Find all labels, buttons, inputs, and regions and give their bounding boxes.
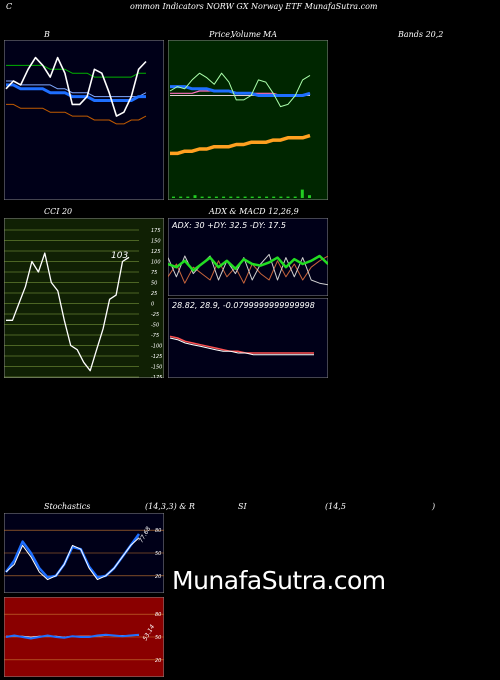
volume-bar [279,196,283,198]
cci-background [4,218,164,378]
cci-tick-label: -100 [151,344,162,350]
volume-bar [236,196,240,198]
macd-signal-line [169,335,314,354]
macd-readout: 28.82, 28.9, -0.0799999999999998 [172,301,315,310]
volume-bar [193,195,197,198]
price-line [169,72,311,108]
macd-background [168,298,328,378]
rsi-line [5,633,140,640]
volume-bar [243,196,247,198]
bollinger-panel [4,40,164,200]
volume-bar [265,196,269,198]
ma-title: MA [263,30,277,39]
volume-bar [186,196,190,198]
stochastics-tick-label: 20 [155,574,161,580]
macd-line [169,337,314,356]
volume-bar [286,196,290,198]
volume-bar [222,196,226,198]
adx-plus-di-line [168,253,328,286]
price-volume-ma-panel [168,40,328,200]
rsi-params-title: (14,5 [325,502,346,511]
volume-bar [250,196,254,198]
bands-title: Bands 20,2 [398,30,444,39]
cci-tick-label: -125 [151,354,162,360]
cci-tick-label: 175 [151,228,161,234]
cci-tick-label: 0 [151,302,154,308]
cci-tick-label: -25 [151,312,159,318]
rsi-tick-label: 80 [155,612,161,618]
adx-background [168,218,328,296]
cci-tick-label: 25 [151,291,157,297]
cci-tick-label: -50 [151,323,159,329]
bollinger-price-line [5,56,147,117]
ma-trend-line [170,133,311,156]
cci-line [6,252,130,372]
bollinger-upper-band [6,64,146,78]
volume-bar [308,195,311,198]
bollinger-middle-band-outline [6,80,147,98]
volume-bar [200,196,204,198]
price-title: Price, [209,30,233,39]
bollinger-title: B [44,30,50,39]
adx-line [168,254,328,272]
volume-bar [300,189,304,198]
cci-tick-label: 75 [151,270,157,276]
bollinger-background [4,40,164,200]
cci-value-label: 103 [111,251,128,261]
rsi-tick-label: 50 [155,635,161,641]
volume-bar [272,196,276,198]
cci-tick-label: -150 [151,365,162,371]
macd-panel: 28.82, 28.9, -0.0799999999999998 [168,298,328,378]
stochastics-title: Stochastics [44,502,91,511]
volume-bar [229,196,233,198]
volume-bar [172,196,175,198]
price-volume-background [168,40,328,200]
cci-panel: 175 150 125 100 75 50 25 0 -25 -50 -75 -100 -125 -150… [4,218,164,378]
header-left-letter: C [6,2,13,11]
adx-macd-title: ADX & MACD 12,26,9 [209,207,299,216]
cci-tick-label: -175 [151,375,162,378]
volume-bar [257,196,261,198]
cci-tick-label: 50 [151,281,157,287]
volume-bar [293,196,297,198]
watermark: MunafaSutra.com [172,566,386,595]
volume-bar [179,196,183,198]
rsi-tick-label: 20 [155,658,161,664]
stochastics-tick-label: 50 [155,551,161,557]
cci-tick-label: 150 [151,239,161,245]
adx-readout: ADX: 30 +DY: 32.5 -DY: 17.5 [171,221,286,230]
volume-title: Volume [231,30,261,39]
cci-tick-label: 100 [151,260,161,266]
bollinger-lower-band [6,103,147,125]
volume-bar [207,196,211,198]
cci-title: CCI 20 [44,207,73,216]
rsi-title: SI [238,502,247,511]
adx-panel: ADX: 30 +DY: 32.5 -DY: 17.5 [168,218,328,296]
stoch-params-title: (14,3,3) & R [145,502,195,511]
stochastics-tick-label: 80 [155,528,161,534]
page-title: ommon Indicators NORW GX Norway ETF Muna… [130,2,378,11]
ma-short-line [170,85,311,97]
cci-tick-label: 125 [151,249,161,255]
rsi-params-close: ) [432,502,436,511]
volume-bar [214,196,218,198]
cci-tick-label: -75 [151,333,159,339]
stochastics-k-line [5,537,140,581]
bollinger-middle-band [6,83,146,102]
